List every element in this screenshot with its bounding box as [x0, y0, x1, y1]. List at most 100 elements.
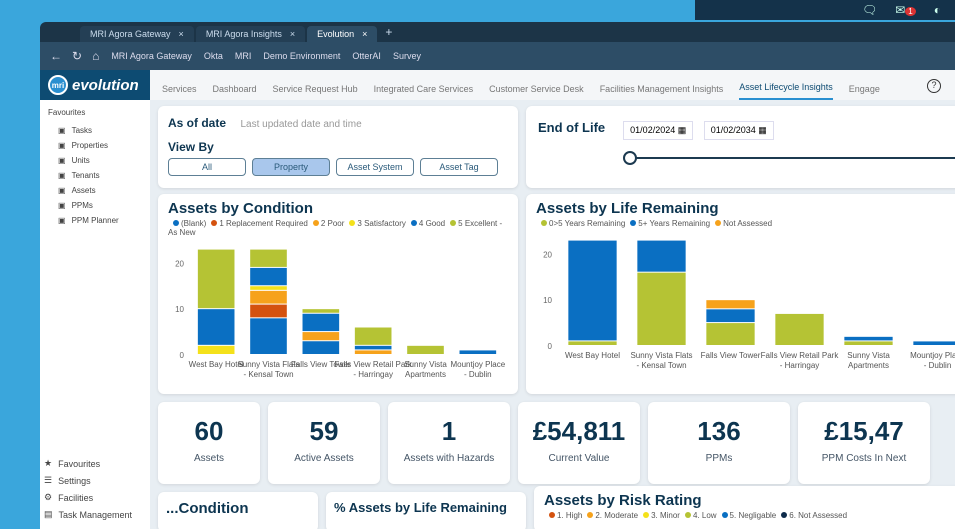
browser-tab[interactable]: MRI Agora Gateway × [80, 26, 194, 42]
bar-segment[interactable] [706, 309, 755, 323]
legend-item[interactable]: (Blank) [168, 219, 206, 228]
bar-segment[interactable] [302, 332, 340, 341]
sidebar-item[interactable]: ▣ Tenants [48, 168, 142, 183]
close-icon[interactable]: × [289, 29, 296, 39]
bar-segment[interactable] [706, 300, 755, 309]
nav-fm-insights[interactable]: Facilities Management Insights [599, 84, 724, 94]
close-icon[interactable]: × [362, 29, 368, 39]
bar-segment[interactable] [844, 336, 893, 341]
legend-swatch [684, 512, 691, 518]
legend-item[interactable]: 6. Not Assessed [776, 511, 847, 520]
assets-by-condition-card: Assets by Condition (Blank) 1 Replacement… [158, 194, 518, 394]
legend-item[interactable]: 3. Minor [638, 511, 680, 520]
bar-segment[interactable] [913, 341, 955, 345]
clipboard-icon: ▤ [44, 509, 53, 519]
view-by-asset-tag[interactable]: Asset Tag [420, 158, 498, 176]
legend-swatch [541, 220, 547, 226]
bar-segment[interactable] [844, 341, 893, 345]
bar-segment[interactable] [568, 240, 617, 341]
calendar-icon[interactable]: ▦ [758, 125, 767, 135]
legend-item[interactable]: 3 Satisfactory [344, 219, 406, 228]
bar-segment[interactable] [302, 341, 340, 354]
slider-handle-start[interactable] [623, 151, 638, 165]
bar-segment[interactable] [354, 327, 392, 345]
bar-segment[interactable] [706, 323, 755, 345]
back-icon[interactable]: ← [50, 49, 62, 63]
sidebar-bottom-item[interactable]: ☰ Settings [44, 472, 132, 489]
sidebar-item[interactable]: ▣ Tasks [48, 123, 142, 138]
nav-services[interactable]: Services [162, 84, 197, 94]
notification-icon[interactable]: ✉ 1 [895, 3, 916, 17]
nav-customer-service[interactable]: Customer Service Desk [489, 84, 584, 94]
bar-segment[interactable] [197, 345, 235, 354]
bar-segment[interactable] [354, 345, 392, 350]
nav-dashboard[interactable]: Dashboard [212, 84, 257, 94]
bookmark[interactable]: Demo Environment [263, 51, 341, 61]
bar-segment[interactable] [250, 249, 287, 267]
bookmark[interactable]: OtterAI [352, 51, 381, 61]
legend-item[interactable]: 1. High [544, 511, 582, 520]
nav-engage[interactable]: Engage [848, 84, 880, 94]
date-from-input[interactable]: 01/02/2024 ▦ [623, 121, 694, 140]
bookmark[interactable]: Okta [203, 51, 223, 61]
sidebar-bottom-item[interactable]: ▤ Task Management [44, 506, 132, 523]
home-icon[interactable]: ⌂ [92, 49, 100, 63]
legend-item[interactable]: 5+ Years Remaining [625, 219, 710, 228]
bar-segment[interactable] [459, 350, 497, 354]
bar-segment[interactable] [637, 272, 686, 345]
help-icon[interactable]: ? [927, 79, 941, 93]
bar-segment[interactable] [250, 318, 287, 354]
sidebar-bottom-item[interactable]: ★ Favourites [44, 455, 132, 472]
legend-item[interactable]: 2 Poor [308, 219, 344, 228]
legend-item[interactable]: 5. Negligable [717, 511, 776, 520]
bar-segment[interactable] [302, 313, 340, 332]
sidebar-item[interactable]: ▣ PPMs [48, 198, 142, 213]
date-range-slider[interactable] [623, 148, 955, 168]
bar-segment[interactable] [197, 309, 235, 345]
nav-asset-lifecycle[interactable]: Asset Lifecycle Insights [739, 82, 833, 100]
x-tick-label: West Bay Hotel [565, 351, 620, 360]
legend-item[interactable]: 5 Excellent - As New [168, 219, 502, 237]
bar-segment[interactable] [250, 290, 287, 304]
legend-item[interactable]: 0>5 Years Remaining [536, 219, 625, 228]
legend-item[interactable]: 2. Moderate [582, 511, 638, 520]
chat-icon[interactable]: 🗨 [862, 3, 878, 17]
view-by-all[interactable]: All [168, 158, 246, 176]
bar-segment[interactable] [250, 304, 287, 318]
legend-item[interactable]: 1 Replacement Required [206, 219, 308, 228]
nav-integrated-care[interactable]: Integrated Care Services [373, 84, 474, 94]
view-by-property[interactable]: Property [252, 158, 330, 176]
bar-segment[interactable] [568, 341, 617, 345]
sidebar-item[interactable]: ▣ Units [48, 153, 142, 168]
browser-tab[interactable]: MRI Agora Insights × [195, 26, 306, 42]
bar-segment[interactable] [250, 267, 287, 286]
sidebar-item[interactable]: ▣ Assets [48, 183, 142, 198]
sidebar-item[interactable]: ▣ Properties [48, 138, 142, 153]
sidebar-bottom-item[interactable]: ⚙ Facilities [44, 489, 132, 506]
bar-segment[interactable] [197, 249, 235, 309]
close-icon[interactable]: × [178, 29, 184, 39]
refresh-icon[interactable]: ↻ [72, 49, 83, 63]
bookmark[interactable]: MRI Agora Gateway [111, 51, 192, 61]
sidebar-item[interactable]: ▣ PPM Planner [48, 213, 142, 228]
bar-segment[interactable] [302, 309, 340, 313]
bar-segment[interactable] [354, 350, 392, 354]
calendar-icon[interactable]: ▦ [677, 125, 687, 135]
browser-tab-active[interactable]: Evolution × [307, 26, 378, 42]
new-tab-icon[interactable]: + [385, 25, 393, 39]
view-by-asset-system[interactable]: Asset System [336, 158, 414, 176]
legend-item[interactable]: Not Assessed [710, 219, 772, 228]
account-icon[interactable]: ◐ [933, 3, 941, 17]
bar-segment[interactable] [637, 240, 686, 272]
legend-label: 4 Good [418, 219, 446, 228]
date-to-input[interactable]: 01/02/2034 ▦ [703, 121, 774, 140]
bookmark[interactable]: MRI [234, 51, 252, 61]
bar-segment[interactable] [775, 313, 824, 345]
legend-item[interactable]: 4. Low [680, 511, 717, 520]
nav-service-request-hub[interactable]: Service Request Hub [272, 84, 358, 94]
bar-segment[interactable] [250, 286, 287, 290]
bookmark[interactable]: Survey [392, 51, 421, 61]
legend-item[interactable]: 4 Good [406, 219, 445, 228]
logo[interactable]: mri evolution [40, 75, 150, 95]
bar-segment[interactable] [407, 345, 444, 354]
